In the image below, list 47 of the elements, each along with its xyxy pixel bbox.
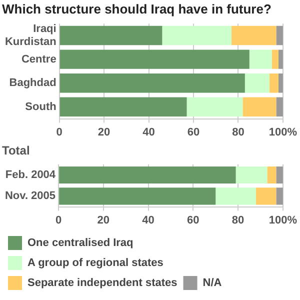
legend-label: One centralised Iraq: [28, 237, 134, 250]
x-tick-label: 40: [142, 214, 154, 226]
bar: [267, 166, 276, 184]
x-tick-label: 0: [56, 126, 62, 138]
bar: [256, 188, 276, 205]
legend-label: A group of regional states: [28, 257, 164, 270]
x-tick-label: 20: [98, 126, 110, 138]
bar: [162, 26, 232, 46]
y-tick-label: Feb. 2004: [5, 169, 56, 182]
bar: [59, 188, 216, 205]
bar: [232, 26, 276, 46]
bar: [272, 50, 278, 69]
x-tick-label: 80: [232, 126, 244, 138]
bar: [276, 97, 283, 117]
x-tick-label: 100%: [268, 214, 298, 226]
bar: [278, 50, 283, 69]
x-tick-label: 20: [97, 214, 110, 226]
bar: [276, 26, 283, 46]
x-tick-label: 80: [232, 214, 244, 226]
bar: [242, 97, 276, 117]
chart-title: Total: [2, 144, 30, 158]
y-tick-label: Centre: [21, 53, 56, 66]
y-tick-label: Baghdad: [9, 77, 56, 90]
bar: [236, 166, 268, 184]
y-tick-label: Nov. 2005: [4, 190, 56, 202]
x-tick-label: 60: [187, 126, 200, 138]
bar: [60, 73, 245, 93]
bar: [276, 188, 283, 205]
bar: [186, 97, 243, 117]
bar: [60, 97, 187, 117]
y-tick-label: Iraqi Kurdistan: [4, 22, 57, 48]
bar: [276, 166, 283, 184]
y-tick-label: South: [25, 100, 57, 113]
x-tick-label: 40: [142, 126, 155, 138]
x-tick-label: 60: [187, 214, 200, 226]
bar: [59, 166, 236, 184]
bar: [270, 73, 278, 93]
legend-label: N/A: [202, 277, 222, 290]
bar: [216, 188, 256, 205]
chart-title: Which structure should Iraq have in future?: [2, 1, 272, 16]
bar: [60, 26, 162, 46]
bar: [249, 50, 272, 69]
bar: [244, 73, 270, 93]
x-tick-label: 0: [55, 214, 62, 226]
bar: [60, 50, 250, 69]
legend-label: Separate independent states: [28, 277, 178, 290]
x-tick-label: 100%: [268, 126, 298, 138]
